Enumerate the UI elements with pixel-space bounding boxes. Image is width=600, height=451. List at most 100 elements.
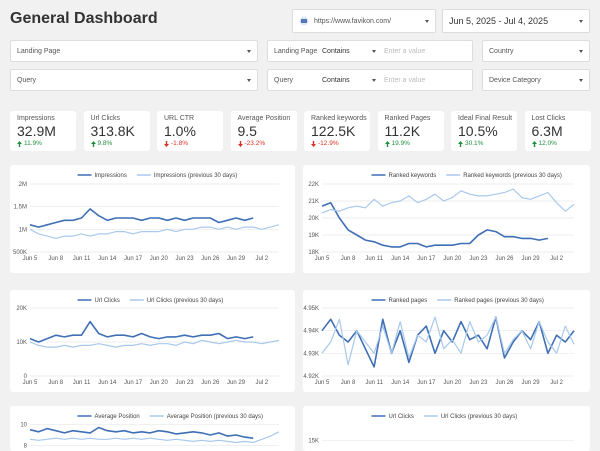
x-tick-label: Jun 11 [73, 256, 91, 262]
chart-card [303, 406, 590, 451]
kpi-change: -1.8% [164, 140, 216, 147]
url-text: https://www.favikon.com/ [314, 17, 392, 25]
x-tick-label: Jun 14 [98, 256, 117, 262]
kpi-value: 313.8K [90, 123, 135, 139]
kpi-value: 10.5% [458, 123, 498, 139]
date-text: Jun 5, 2025 - Jul 4, 2025 [449, 16, 549, 26]
series-line [321, 201, 549, 248]
filter[interactable]: Landing Page [10, 40, 258, 62]
x-tick-label: Jun 8 [341, 256, 356, 262]
x-tick-label: Jun 20 [443, 380, 462, 386]
change-text: 19.9% [391, 140, 410, 147]
legend-label: Ranked pages (previous 30 days) [454, 298, 544, 304]
kpi-value: 11.2K [384, 123, 421, 139]
y-tick-label: 22K [308, 182, 319, 188]
x-tick-label: Jun 23 [176, 256, 195, 262]
url-select[interactable]: https://www.favikon.com/ [292, 9, 436, 33]
kpi-card: Lost Clicks 6.3M 12.0% [524, 111, 591, 151]
x-tick-label: Jun 14 [391, 256, 410, 262]
kpi-value: 6.3M [531, 123, 563, 139]
filter[interactable]: Country [482, 40, 590, 62]
filter-label: Device Category [489, 76, 541, 84]
kpi-change: 11.9% [17, 140, 69, 147]
kpi-value: 9.5 [237, 123, 257, 139]
kpi-change: 19.9% [384, 140, 437, 147]
y-tick-label: 8 [24, 444, 28, 450]
chart-card [10, 290, 295, 392]
legend-label: Impressions (previous 30 days) [154, 173, 237, 179]
x-tick-label: Jun 17 [124, 380, 143, 386]
kpi-change: 9.8% [90, 140, 143, 147]
x-tick-label: Jun 26 [201, 380, 220, 386]
x-tick-label: Jun 29 [522, 380, 541, 386]
y-tick-label: 1.5M [14, 205, 27, 211]
y-tick-label: 4.93K [303, 351, 319, 357]
legend-label: Url Clicks [389, 414, 414, 420]
filter[interactable]: Query Contains Enter a value [267, 69, 473, 91]
y-tick-label: 4.92K [303, 374, 319, 380]
y-tick-label: 18K [308, 250, 319, 256]
y-tick-label: 10 [20, 422, 27, 428]
series-line [29, 431, 280, 444]
x-tick-label: Jun 8 [341, 380, 356, 386]
legend-label: Url Clicks [95, 298, 120, 304]
x-tick-label: Jun 29 [522, 256, 541, 262]
legend-label: Ranked keywords (previous 30 days) [463, 173, 562, 179]
filter[interactable]: Landing Page Contains Enter a value [267, 40, 473, 62]
y-tick-label: 1M [19, 227, 27, 233]
legend-label: Impressions [95, 173, 127, 179]
filter[interactable]: Query [10, 69, 258, 91]
filter-operator: Contains [322, 76, 350, 84]
date-select[interactable]: Jun 5, 2025 - Jul 4, 2025 [442, 9, 590, 33]
y-tick-label: 10K [16, 340, 27, 346]
y-tick-label: 500K [13, 250, 27, 256]
filter-label: Landing Page [274, 47, 318, 55]
chart-card [10, 406, 295, 451]
x-tick-label: Jun 17 [417, 380, 436, 386]
change-text: 30.1% [465, 140, 484, 147]
kpi-value: 32.9M [17, 123, 56, 139]
change-text: -23.2% [244, 140, 266, 147]
filter-placeholder: Enter a value [384, 76, 426, 84]
change-arrow [164, 140, 169, 147]
kpi-label: Ranked Pages [384, 115, 431, 122]
x-tick-label: Jun 8 [48, 380, 63, 386]
series-line [29, 320, 254, 343]
kpi-card: Ranked Pages 11.2K 19.9% [377, 111, 444, 151]
x-tick-label: Jun 29 [227, 380, 246, 386]
series-line [321, 316, 575, 368]
kpi-label: URL CTR [164, 115, 195, 122]
x-tick-label: Jun 20 [150, 380, 169, 386]
kpi-change: -12.9% [311, 140, 363, 147]
filter-operator: Contains [322, 47, 350, 55]
x-tick-label: Jun 5 [315, 256, 330, 262]
x-tick-label: Jun 23 [469, 380, 488, 386]
change-arrow [90, 140, 96, 147]
y-tick-label: 20K [16, 306, 27, 312]
change-text: 11.9% [24, 140, 42, 147]
change-text: -12.9% [318, 140, 339, 147]
series-line [321, 188, 575, 214]
x-tick-label: Jun 11 [73, 380, 91, 386]
legend-label: Url Clicks (previous 30 days) [441, 414, 517, 420]
kpi-change: -23.2% [237, 140, 290, 147]
legend-label: Url Clicks (previous 30 days) [147, 298, 223, 304]
kpi-card: Url Clicks 313.8K 9.8% [83, 111, 150, 151]
y-tick-label: 19K [308, 233, 319, 239]
x-tick-label: Jul 2 [255, 380, 268, 386]
kpi-card: Ideal Final Result 10.5% 30.1% [451, 111, 517, 151]
kpi-change: 12.0% [531, 140, 584, 147]
x-tick-label: Jun 5 [23, 256, 38, 262]
filter-label: Country [489, 47, 514, 55]
y-tick-label: 4.95K [303, 306, 319, 312]
y-tick-label: 21K [308, 199, 319, 205]
x-tick-label: Jul 2 [550, 256, 563, 262]
x-tick-label: Jun 5 [315, 380, 330, 386]
caret [372, 50, 376, 53]
legend-label: Average Position [95, 414, 140, 420]
filter[interactable]: Device Category [482, 69, 590, 91]
x-tick-label: Jun 14 [98, 380, 117, 386]
kpi-value: 1.0% [164, 123, 196, 139]
legend-label: Ranked keywords [389, 173, 437, 179]
